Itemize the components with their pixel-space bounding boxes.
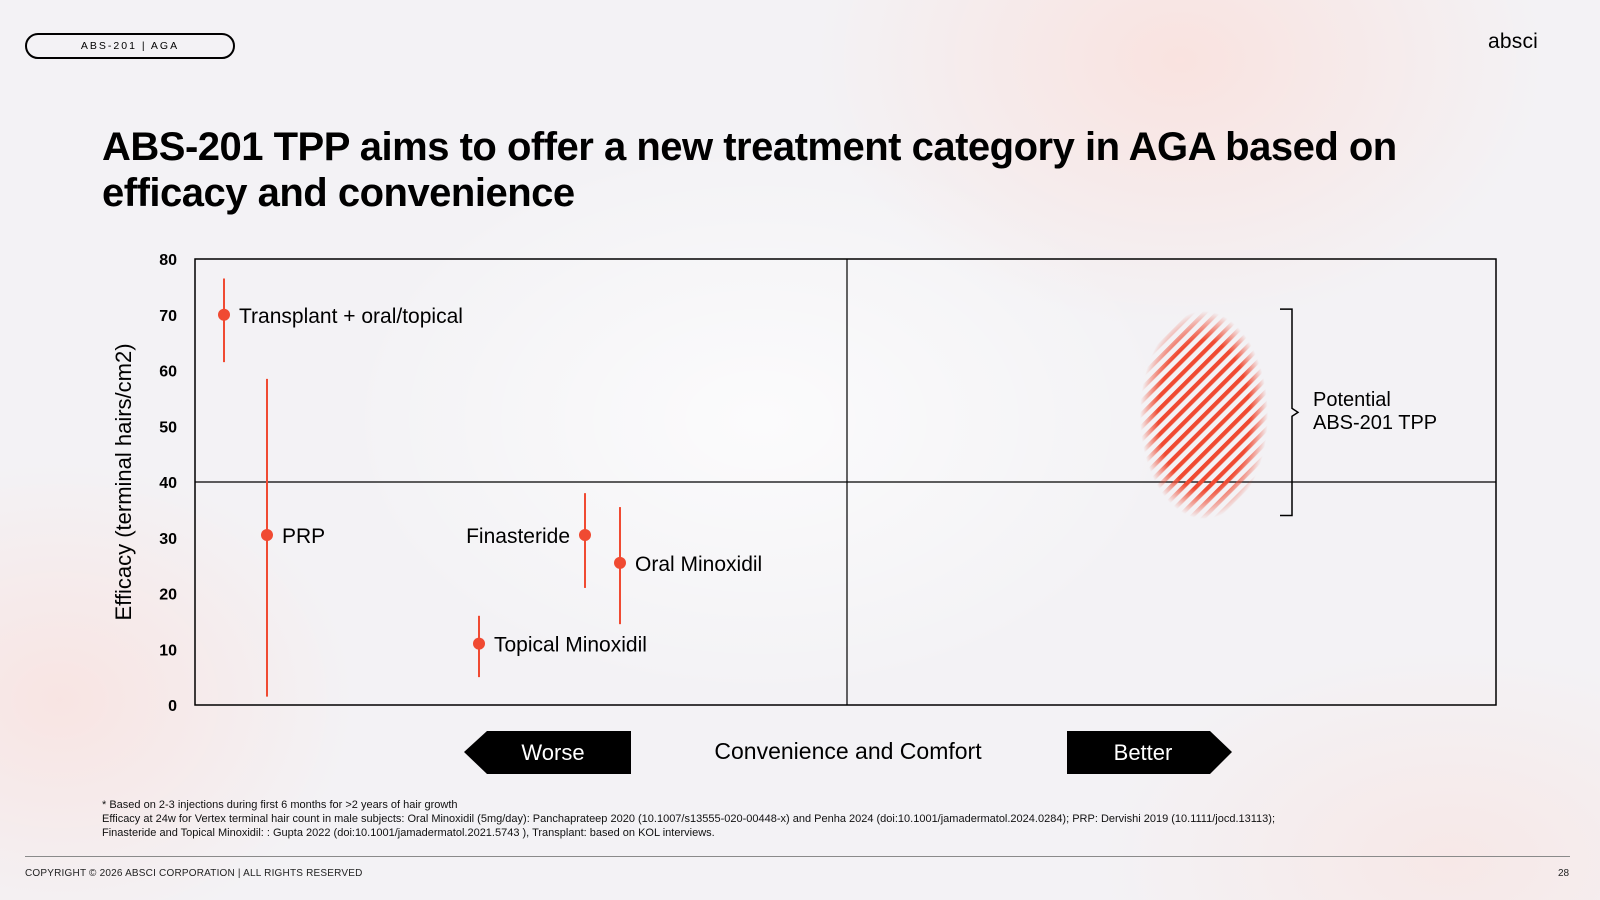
data-point xyxy=(218,308,230,321)
y-tick-label: 0 xyxy=(168,698,177,715)
target-label-line2: ABS-201 TPP xyxy=(1313,412,1437,434)
page-title: ABS-201 TPP aims to offer a new treatmen… xyxy=(102,125,1397,215)
point-label: Topical Minoxidil xyxy=(494,634,647,657)
data-point-group: Finasteride xyxy=(466,493,591,588)
target-hatched-ellipse xyxy=(1140,311,1268,519)
footnote-2: Efficacy at 24w for Vertex terminal hair… xyxy=(102,813,1276,825)
y-tick-label: 70 xyxy=(159,308,177,325)
y-tick-label: 50 xyxy=(159,419,177,436)
better-arrow: Better xyxy=(1067,731,1232,774)
data-point xyxy=(473,637,485,650)
better-arrow-shape xyxy=(1067,731,1232,774)
y-tick-label: 80 xyxy=(159,252,177,269)
point-label: Finasteride xyxy=(466,525,570,548)
data-point-group: PRP xyxy=(261,378,325,697)
copyright-text: COPYRIGHT © 2026 ABSCI CORPORATION | ALL… xyxy=(25,868,363,879)
better-label: Better xyxy=(1114,740,1173,765)
data-point xyxy=(261,528,273,541)
footnote-1: * Based on 2-3 injections during first 6… xyxy=(102,799,458,811)
data-point-group: Oral Minoxidil xyxy=(614,507,762,625)
data-point-group: Topical Minoxidil xyxy=(473,615,647,678)
page-number: 28 xyxy=(1558,868,1570,879)
absci-logo: absci xyxy=(1488,30,1539,53)
abs201-target-region xyxy=(1140,311,1268,519)
y-tick-label: 20 xyxy=(159,587,177,604)
data-point xyxy=(579,528,591,541)
worse-arrow-shape xyxy=(464,731,631,774)
y-tick-label: 60 xyxy=(159,364,177,381)
footnote-3: Finasteride and Topical Minoxidil: : Gup… xyxy=(102,827,715,839)
y-tick-label: 30 xyxy=(159,531,177,548)
section-tag: ABS-201 | AGA xyxy=(25,33,235,59)
worse-arrow: Worse xyxy=(464,731,631,774)
worse-label: Worse xyxy=(521,740,584,765)
point-label: Oral Minoxidil xyxy=(635,553,762,576)
y-tick-label: 40 xyxy=(159,475,177,492)
footer-divider xyxy=(25,856,1570,857)
point-label: PRP xyxy=(282,525,325,548)
data-point xyxy=(614,556,626,569)
target-label-line1: Potential xyxy=(1313,389,1391,411)
data-point-group: Transplant + oral/topical xyxy=(218,278,463,363)
x-axis-label: Convenience and Comfort xyxy=(714,738,982,764)
y-tick-label: 10 xyxy=(159,642,177,659)
y-axis-label: Efficacy (terminal hairs/cm2) xyxy=(111,343,136,620)
point-label: Transplant + oral/topical xyxy=(239,305,463,328)
target-bracket xyxy=(1280,308,1300,517)
